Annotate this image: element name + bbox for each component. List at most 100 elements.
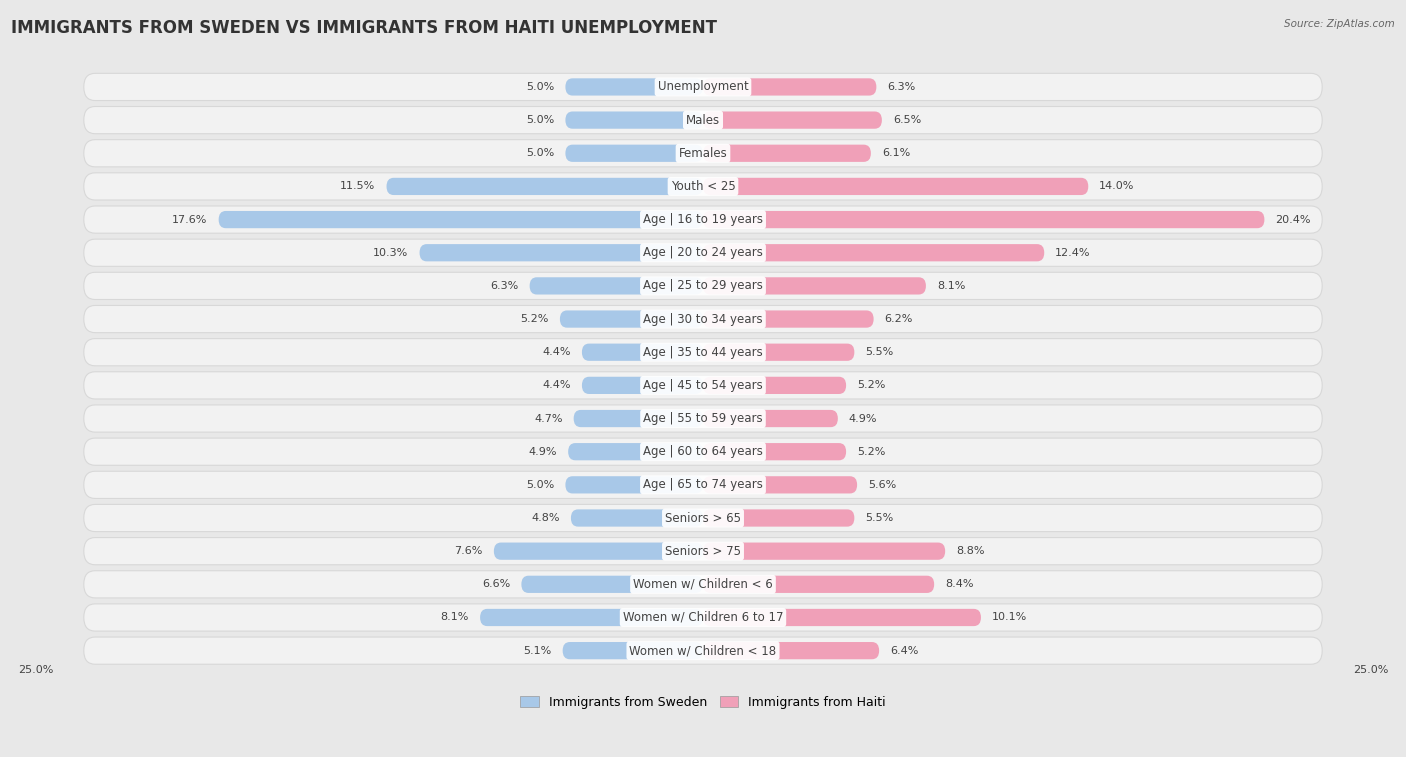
FancyBboxPatch shape bbox=[530, 277, 703, 294]
Text: 5.0%: 5.0% bbox=[526, 115, 554, 125]
Text: Females: Females bbox=[679, 147, 727, 160]
FancyBboxPatch shape bbox=[84, 107, 1322, 134]
Text: 6.2%: 6.2% bbox=[884, 314, 912, 324]
Text: 8.4%: 8.4% bbox=[945, 579, 974, 589]
FancyBboxPatch shape bbox=[84, 571, 1322, 598]
FancyBboxPatch shape bbox=[703, 277, 927, 294]
FancyBboxPatch shape bbox=[84, 504, 1322, 531]
FancyBboxPatch shape bbox=[84, 173, 1322, 200]
FancyBboxPatch shape bbox=[84, 73, 1322, 101]
Text: 25.0%: 25.0% bbox=[18, 665, 53, 674]
Text: Women w/ Children 6 to 17: Women w/ Children 6 to 17 bbox=[623, 611, 783, 624]
Text: 5.0%: 5.0% bbox=[526, 82, 554, 92]
FancyBboxPatch shape bbox=[565, 145, 703, 162]
FancyBboxPatch shape bbox=[84, 604, 1322, 631]
Text: 5.2%: 5.2% bbox=[858, 447, 886, 456]
FancyBboxPatch shape bbox=[84, 206, 1322, 233]
FancyBboxPatch shape bbox=[565, 111, 703, 129]
Text: 4.7%: 4.7% bbox=[534, 413, 562, 423]
Text: 8.1%: 8.1% bbox=[936, 281, 966, 291]
Text: 4.8%: 4.8% bbox=[531, 513, 560, 523]
FancyBboxPatch shape bbox=[703, 344, 855, 361]
Text: 6.1%: 6.1% bbox=[882, 148, 910, 158]
Text: 17.6%: 17.6% bbox=[173, 214, 208, 225]
Text: 6.3%: 6.3% bbox=[887, 82, 915, 92]
FancyBboxPatch shape bbox=[703, 642, 879, 659]
FancyBboxPatch shape bbox=[565, 476, 703, 494]
Text: Age | 16 to 19 years: Age | 16 to 19 years bbox=[643, 213, 763, 226]
FancyBboxPatch shape bbox=[84, 338, 1322, 366]
Text: 25.0%: 25.0% bbox=[1353, 665, 1388, 674]
FancyBboxPatch shape bbox=[703, 476, 858, 494]
FancyBboxPatch shape bbox=[703, 443, 846, 460]
FancyBboxPatch shape bbox=[703, 543, 945, 559]
FancyBboxPatch shape bbox=[84, 537, 1322, 565]
FancyBboxPatch shape bbox=[703, 377, 846, 394]
Text: Age | 45 to 54 years: Age | 45 to 54 years bbox=[643, 378, 763, 392]
Text: 14.0%: 14.0% bbox=[1099, 182, 1135, 192]
FancyBboxPatch shape bbox=[565, 78, 703, 95]
Text: Age | 65 to 74 years: Age | 65 to 74 years bbox=[643, 478, 763, 491]
Text: 5.2%: 5.2% bbox=[858, 380, 886, 391]
FancyBboxPatch shape bbox=[582, 344, 703, 361]
FancyBboxPatch shape bbox=[84, 306, 1322, 332]
Text: 5.2%: 5.2% bbox=[520, 314, 548, 324]
Text: Age | 35 to 44 years: Age | 35 to 44 years bbox=[643, 346, 763, 359]
Text: Youth < 25: Youth < 25 bbox=[671, 180, 735, 193]
Text: Source: ZipAtlas.com: Source: ZipAtlas.com bbox=[1284, 19, 1395, 29]
Text: 7.6%: 7.6% bbox=[454, 546, 482, 556]
FancyBboxPatch shape bbox=[703, 310, 873, 328]
FancyBboxPatch shape bbox=[703, 111, 882, 129]
Text: Unemployment: Unemployment bbox=[658, 80, 748, 93]
FancyBboxPatch shape bbox=[568, 443, 703, 460]
FancyBboxPatch shape bbox=[703, 576, 934, 593]
Text: 6.3%: 6.3% bbox=[491, 281, 519, 291]
Text: 4.4%: 4.4% bbox=[543, 380, 571, 391]
FancyBboxPatch shape bbox=[703, 410, 838, 427]
FancyBboxPatch shape bbox=[494, 543, 703, 559]
Text: 10.1%: 10.1% bbox=[993, 612, 1028, 622]
Text: 20.4%: 20.4% bbox=[1275, 214, 1310, 225]
FancyBboxPatch shape bbox=[84, 273, 1322, 300]
FancyBboxPatch shape bbox=[84, 438, 1322, 466]
FancyBboxPatch shape bbox=[574, 410, 703, 427]
FancyBboxPatch shape bbox=[560, 310, 703, 328]
FancyBboxPatch shape bbox=[703, 78, 876, 95]
FancyBboxPatch shape bbox=[522, 576, 703, 593]
FancyBboxPatch shape bbox=[419, 244, 703, 261]
Text: Age | 55 to 59 years: Age | 55 to 59 years bbox=[643, 412, 763, 425]
FancyBboxPatch shape bbox=[703, 145, 870, 162]
FancyBboxPatch shape bbox=[479, 609, 703, 626]
Text: Seniors > 75: Seniors > 75 bbox=[665, 545, 741, 558]
Text: 5.5%: 5.5% bbox=[865, 347, 894, 357]
FancyBboxPatch shape bbox=[703, 509, 855, 527]
Text: 8.8%: 8.8% bbox=[956, 546, 984, 556]
Text: 10.3%: 10.3% bbox=[373, 248, 409, 257]
Text: IMMIGRANTS FROM SWEDEN VS IMMIGRANTS FROM HAITI UNEMPLOYMENT: IMMIGRANTS FROM SWEDEN VS IMMIGRANTS FRO… bbox=[11, 19, 717, 37]
Text: 4.9%: 4.9% bbox=[529, 447, 557, 456]
FancyBboxPatch shape bbox=[84, 372, 1322, 399]
FancyBboxPatch shape bbox=[571, 509, 703, 527]
Text: 6.5%: 6.5% bbox=[893, 115, 921, 125]
FancyBboxPatch shape bbox=[703, 609, 981, 626]
Text: 11.5%: 11.5% bbox=[340, 182, 375, 192]
Text: 5.1%: 5.1% bbox=[523, 646, 551, 656]
Text: 4.9%: 4.9% bbox=[849, 413, 877, 423]
FancyBboxPatch shape bbox=[84, 140, 1322, 167]
Text: 4.4%: 4.4% bbox=[543, 347, 571, 357]
FancyBboxPatch shape bbox=[84, 405, 1322, 432]
Text: Age | 60 to 64 years: Age | 60 to 64 years bbox=[643, 445, 763, 458]
Text: Seniors > 65: Seniors > 65 bbox=[665, 512, 741, 525]
Text: 6.4%: 6.4% bbox=[890, 646, 918, 656]
Text: Women w/ Children < 6: Women w/ Children < 6 bbox=[633, 578, 773, 590]
Text: 5.0%: 5.0% bbox=[526, 480, 554, 490]
FancyBboxPatch shape bbox=[219, 211, 703, 228]
FancyBboxPatch shape bbox=[84, 637, 1322, 664]
Text: 5.0%: 5.0% bbox=[526, 148, 554, 158]
Text: Women w/ Children < 18: Women w/ Children < 18 bbox=[630, 644, 776, 657]
FancyBboxPatch shape bbox=[84, 239, 1322, 266]
Text: Age | 25 to 29 years: Age | 25 to 29 years bbox=[643, 279, 763, 292]
FancyBboxPatch shape bbox=[703, 178, 1088, 195]
FancyBboxPatch shape bbox=[703, 211, 1264, 228]
FancyBboxPatch shape bbox=[387, 178, 703, 195]
